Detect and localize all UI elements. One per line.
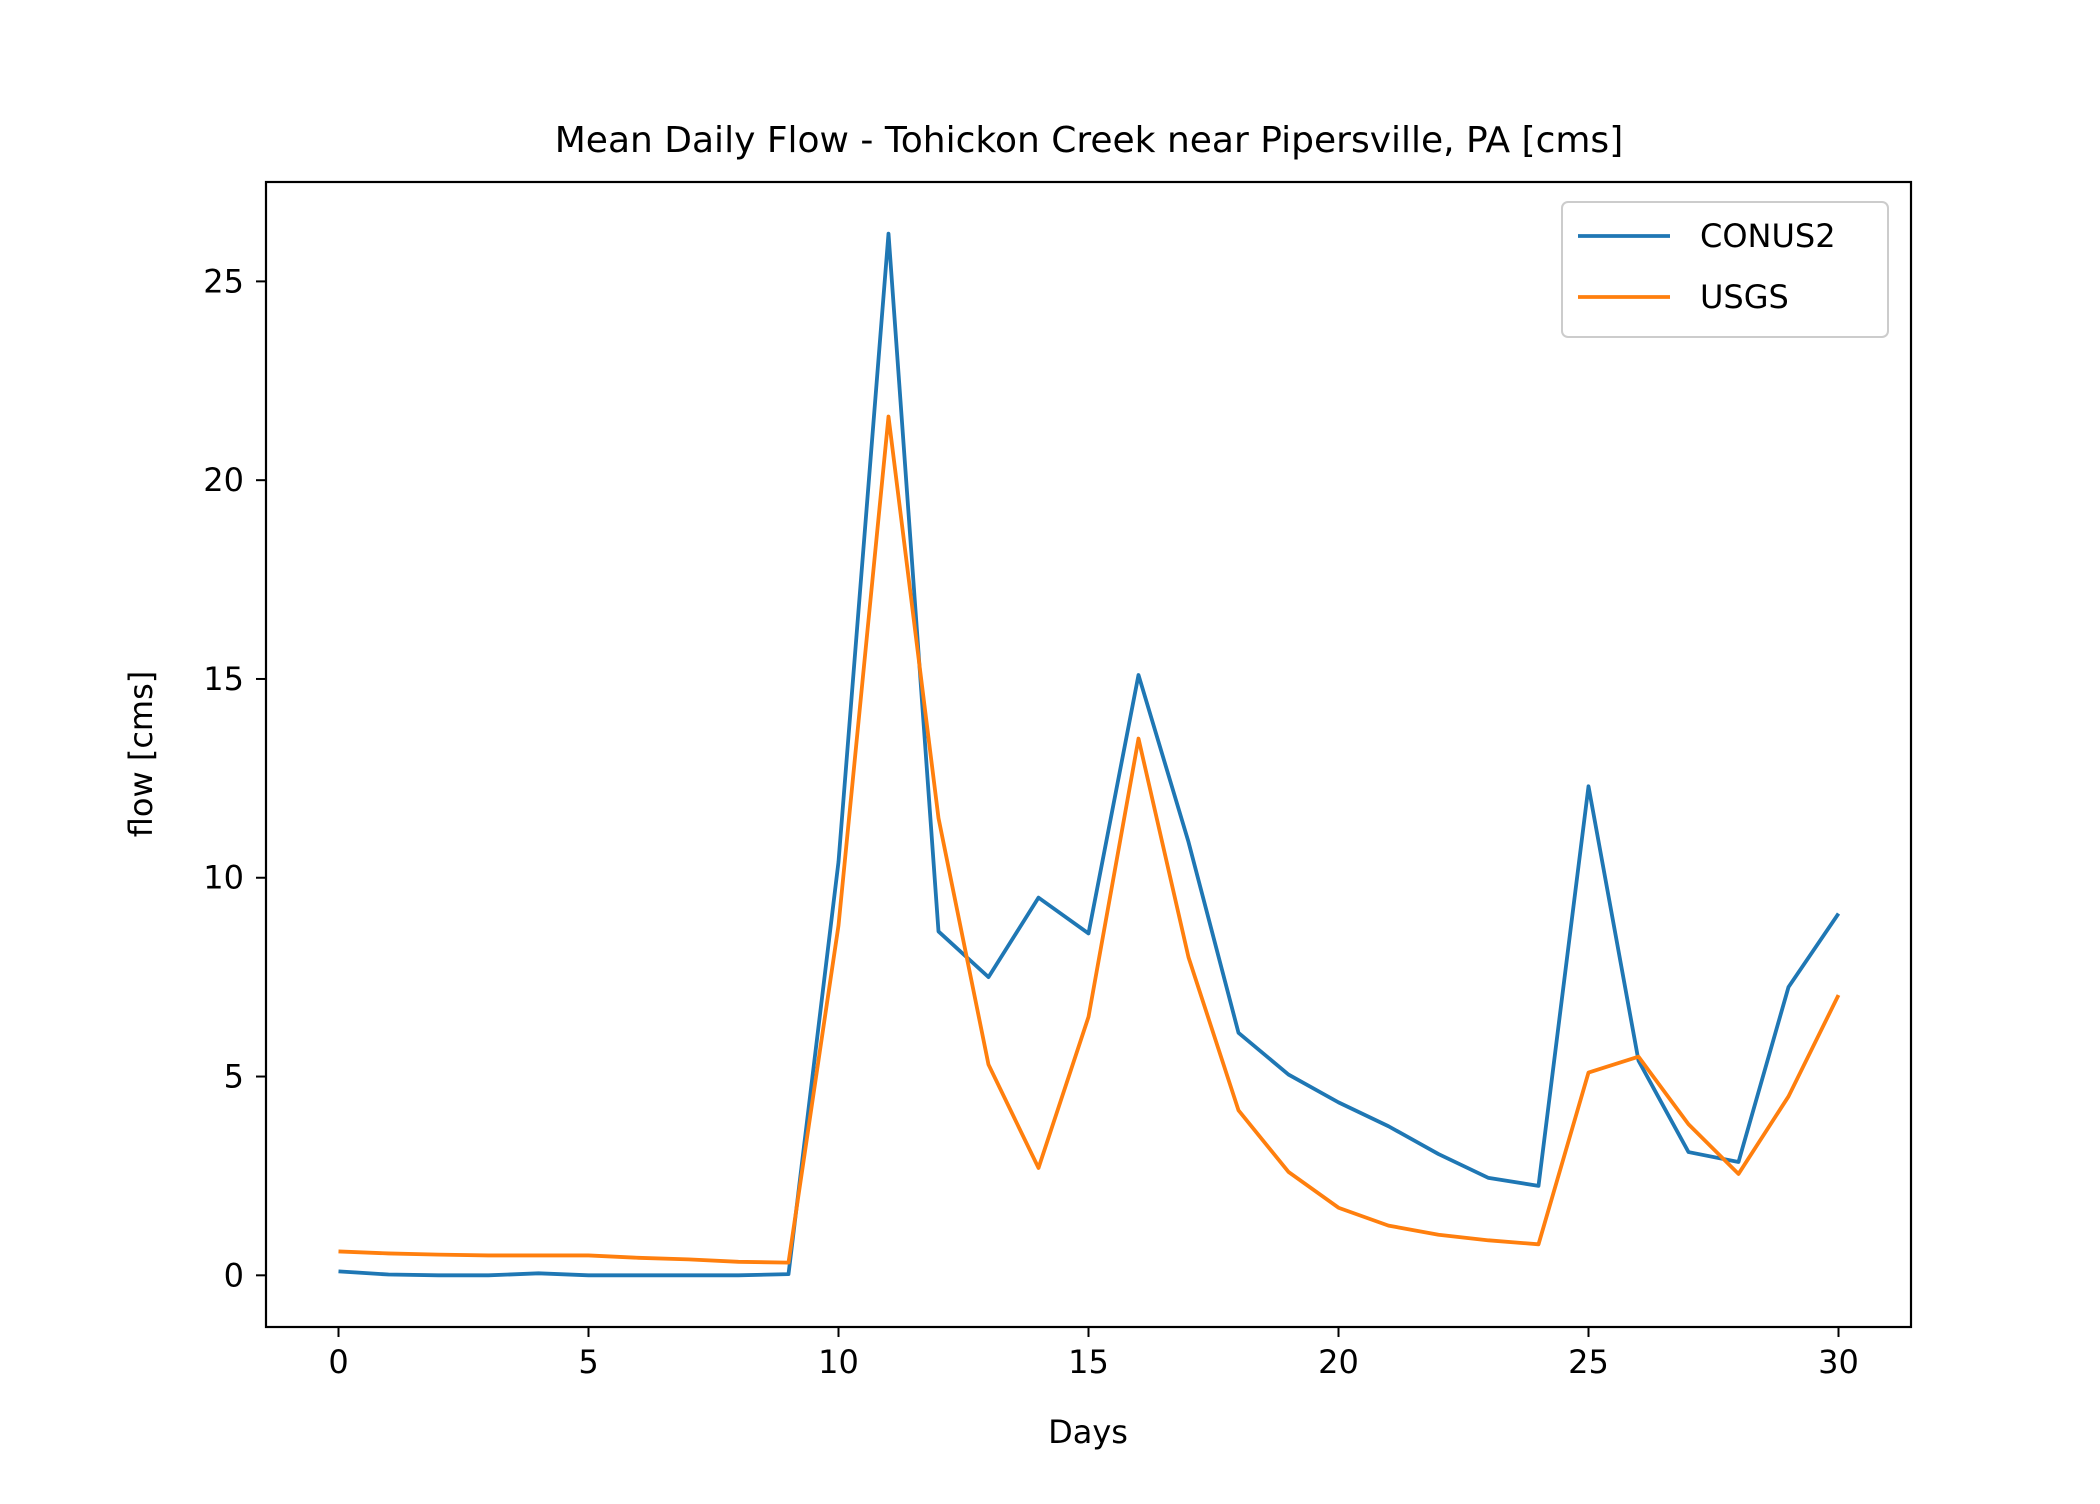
- x-tick-label: 5: [578, 1343, 598, 1381]
- legend: CONUS2 USGS: [1561, 201, 1889, 338]
- y-tick-label: 5: [224, 1058, 244, 1096]
- y-axis: 0 5 10 15 20 25: [203, 262, 266, 1294]
- series-line-usgs: [338, 414, 1841, 1265]
- legend-label-conus2: CONUS2: [1700, 217, 1836, 255]
- y-tick-label: 25: [203, 262, 244, 300]
- plot-area-frame: [264, 180, 1913, 1329]
- x-tick-label: 25: [1568, 1343, 1609, 1381]
- x-tick-label: 10: [818, 1343, 859, 1381]
- legend-label-usgs: USGS: [1700, 278, 1789, 316]
- series-layer: [338, 231, 1841, 1278]
- x-tick-label: 0: [328, 1343, 348, 1381]
- x-tick-label: 15: [1068, 1343, 1109, 1381]
- y-tick-label: 10: [203, 859, 244, 897]
- y-tick-label: 0: [224, 1256, 244, 1294]
- chart-title: Mean Daily Flow - Tohickon Creek near Pi…: [555, 120, 1624, 161]
- y-axis-label: flow [cms]: [122, 671, 160, 837]
- x-tick-label: 30: [1818, 1343, 1859, 1381]
- x-axis-label: Days: [1048, 1413, 1128, 1451]
- x-axis: 0 5 10 15 20 25 30: [328, 1327, 1859, 1381]
- series-line-conus2: [338, 231, 1841, 1278]
- x-tick-label: 20: [1318, 1343, 1359, 1381]
- y-tick-label: 15: [203, 660, 244, 698]
- y-tick-label: 20: [203, 461, 244, 499]
